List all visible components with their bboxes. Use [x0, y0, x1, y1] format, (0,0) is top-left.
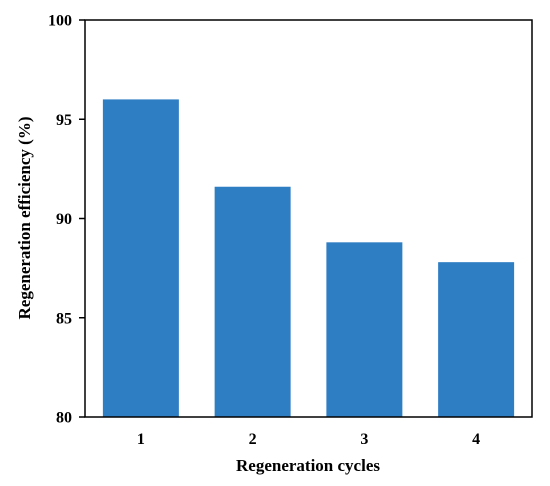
x-tick-label: 1	[137, 431, 145, 448]
y-tick-label: 100	[48, 13, 72, 30]
y-tick-label: 90	[56, 211, 72, 228]
y-tick-label: 85	[56, 310, 72, 327]
x-axis-ticks: 1 2 3 4	[137, 431, 480, 448]
x-tick-label: 4	[472, 431, 480, 448]
y-axis-title: Regeneration efficiency (%)	[15, 117, 34, 320]
y-tick-label: 80	[56, 410, 72, 427]
bar-cycle-2	[214, 186, 291, 417]
bar-cycle-3	[326, 242, 403, 417]
x-axis-title: Regeneration cycles	[236, 456, 380, 475]
bars-group	[102, 99, 515, 418]
y-tick-label: 95	[56, 112, 72, 129]
x-tick-label: 3	[360, 431, 368, 448]
y-axis-ticks: 80 85 90 95 100	[48, 13, 85, 427]
bar-cycle-1	[102, 99, 179, 418]
x-tick-label: 2	[249, 431, 257, 448]
bar-cycle-4	[438, 262, 515, 417]
